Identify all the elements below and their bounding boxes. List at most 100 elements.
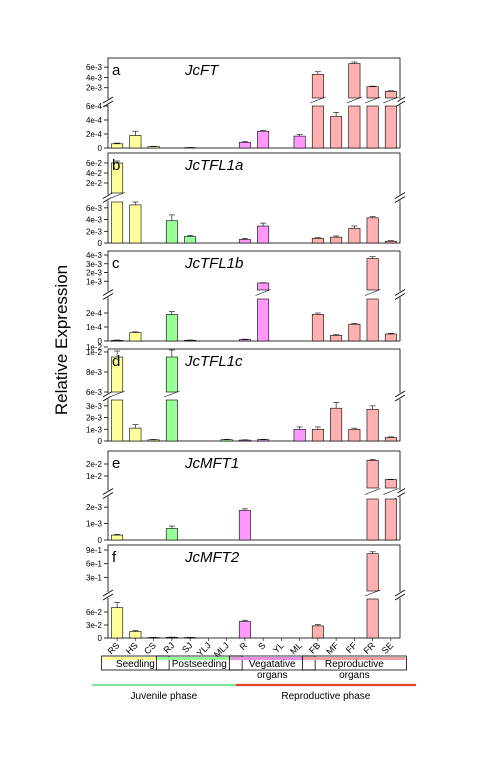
- bar-FR-upper: [366, 86, 379, 99]
- gene-name: JcMFT1: [184, 455, 239, 472]
- bar-SE-lower: [384, 498, 397, 541]
- category-label-FF: FF: [344, 640, 359, 655]
- group-label: Reproductive organs: [325, 659, 384, 681]
- axis-break-gap: [103, 99, 113, 105]
- upper-tick-label: 4e-2: [86, 169, 103, 178]
- lower-tick-label: 0: [98, 536, 103, 545]
- lower-tick-label: 2e-4: [86, 309, 103, 318]
- bar-RS: [111, 339, 124, 342]
- panel-frame: [107, 450, 401, 541]
- panel-e: 1e-2 2e-2 0 1e-3 2e-3 e JcMFT1: [86, 450, 406, 545]
- axis-break-gap: [103, 592, 113, 598]
- group-legend: Seedling Postseeding Vegatative organsRepro…: [92, 655, 416, 702]
- bar-RJ-lower: [165, 399, 178, 442]
- gene-name: JcFT: [184, 62, 220, 79]
- bar-break-gap: [365, 99, 380, 105]
- axis-break-mark: [394, 289, 406, 296]
- lower-tick-label: 0: [98, 634, 103, 643]
- bar-SE: [384, 333, 397, 342]
- lower-tick-label: 4e-4: [86, 116, 103, 125]
- bar-FB-lower: [311, 105, 324, 149]
- bar-break-gap: [365, 291, 380, 298]
- group-label-line: Vegatative: [249, 659, 296, 670]
- bar-FF: [348, 323, 361, 342]
- bar-ML: [293, 135, 306, 149]
- panel-b: 2e-24e-26e-2 0 2e-3 4e-3 6e-3 b JcTFL1a: [86, 152, 406, 248]
- bar-break-gap: [110, 194, 124, 201]
- group-label: Postseeding: [172, 659, 227, 670]
- bar-FF-lower: [348, 105, 361, 149]
- bar-RS-lower: [111, 201, 124, 244]
- bar-FR-lower: [366, 105, 379, 149]
- panel-letter: b: [112, 157, 120, 174]
- category-label-CS: CS: [142, 640, 158, 656]
- lower-tick-label: 1e-3: [86, 425, 103, 434]
- axis-break-gap: [103, 490, 113, 497]
- bar-break-mark: [109, 192, 125, 199]
- lower-tick-label: 3e-3: [86, 402, 103, 411]
- panel-a: 2e-3 4e-36e-3 0 2e-4 4e-4 6e-4 a JcFT: [86, 57, 406, 153]
- lower-tick-label: 1e-3: [86, 520, 103, 529]
- panel-letter: d: [112, 353, 120, 370]
- bar-break-gap: [384, 99, 398, 105]
- axis-break-mark: [102, 289, 114, 296]
- upper-tick-label: 6e-1: [86, 560, 103, 569]
- bar-S-upper: [257, 282, 270, 291]
- bar-RJ: [165, 314, 178, 342]
- category-label-RS: RS: [106, 640, 122, 656]
- bar-FB: [311, 314, 324, 342]
- upper-tick-label: 6e-2: [86, 159, 103, 168]
- lower-tick-label: 2e-3: [86, 503, 103, 512]
- upper-tick-label: 3e-1: [86, 573, 103, 582]
- axis-break-mark: [394, 192, 406, 199]
- phase-label: Juvenile phase: [131, 691, 198, 702]
- axis-break-gap: [395, 194, 405, 201]
- group-box: [155, 655, 243, 671]
- axis-break-mark: [102, 589, 114, 597]
- bar-R: [238, 239, 251, 244]
- bar-break-gap: [256, 291, 270, 298]
- panel-frame: [107, 348, 401, 442]
- axis-break-mark: [102, 293, 114, 300]
- bar-FR: [366, 409, 379, 442]
- bar-HS: [129, 631, 142, 639]
- axis-break-mark: [102, 192, 114, 199]
- bar-S: [257, 130, 270, 149]
- axis-break-gap: [103, 393, 113, 399]
- panel-frame: [107, 544, 401, 639]
- panel-c: 1e-32e-33e-34e-3 0 1e-4 2e-4 c JcTFL1b: [86, 250, 406, 346]
- bar-SE: [384, 437, 397, 442]
- group-label-line: organs: [257, 670, 288, 681]
- bar-R: [238, 621, 251, 639]
- bar-MF: [330, 407, 343, 442]
- category-label-FR: FR: [361, 640, 377, 656]
- axis-break-mark: [394, 390, 406, 398]
- panel-letter: c: [112, 255, 120, 272]
- bar-FF: [348, 428, 361, 442]
- bar-RJ: [165, 528, 178, 541]
- upper-tick-label: 1e-2: [86, 472, 103, 481]
- bar-S: [257, 439, 270, 442]
- axis-break-mark: [102, 492, 114, 499]
- bar-break-mark: [109, 390, 125, 398]
- axis-break-gap: [103, 291, 113, 298]
- category-label-R: R: [238, 640, 250, 652]
- lower-tick-label: 6e-3: [86, 204, 103, 213]
- lower-tick-label: 0: [98, 437, 103, 446]
- upper-tick-label: 1e-2: [86, 348, 103, 357]
- upper-tick-label: 9e-1: [86, 546, 103, 555]
- axis-break-mark: [394, 589, 406, 597]
- group-color-strip: [102, 657, 169, 660]
- bar-break-gap: [165, 393, 179, 399]
- lower-tick-label: 2e-3: [86, 227, 103, 236]
- axis-break-gap: [395, 291, 405, 298]
- group-color-strip: [230, 657, 315, 660]
- axis-break-gap: [395, 592, 405, 598]
- category-label-SE: SE: [380, 640, 396, 656]
- bar-RJ: [165, 220, 178, 244]
- bar-FR-upper: [366, 258, 379, 291]
- group-box: [228, 655, 316, 671]
- bar-break-mark: [346, 96, 363, 104]
- lower-tick-label: 0: [98, 144, 103, 153]
